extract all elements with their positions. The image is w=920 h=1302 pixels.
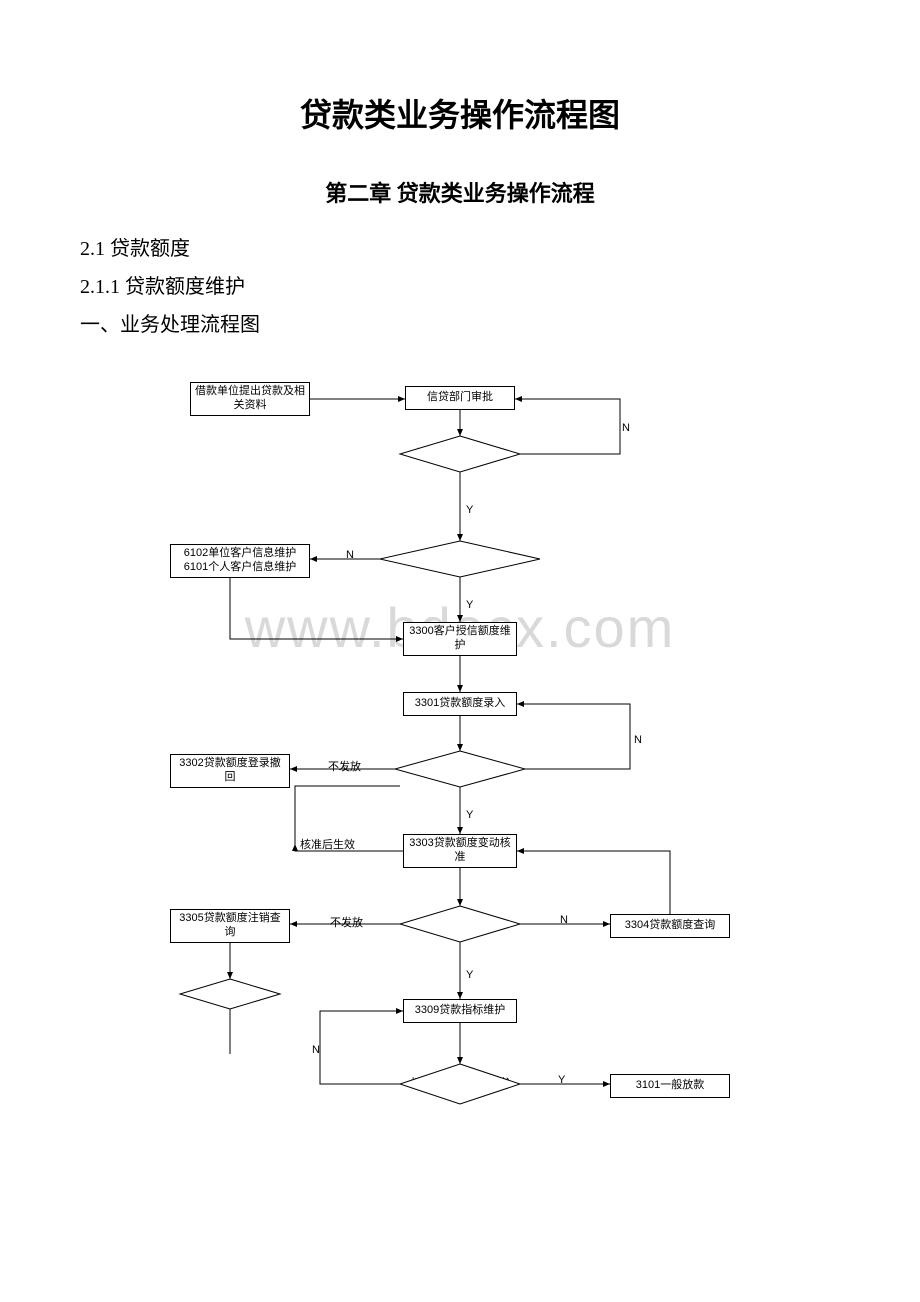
- flowchart: NYNYN不发放Y核准后生效不发放NYNY是否符合授权规定查询是否建立额户信息打…: [150, 374, 750, 1134]
- flow-process: 3302贷款额度登录撤回: [170, 754, 290, 788]
- flow-process: 3303贷款额度变动核准: [403, 834, 517, 868]
- section-flow-heading: 一、业务处理流程图: [80, 306, 840, 344]
- flow-process: 3301贷款额度录入: [403, 692, 517, 716]
- flow-process: 3304贷款额度查询: [610, 914, 730, 938]
- flow-process: 3101一般放款: [610, 1074, 730, 1098]
- flow-process: 3305贷款额度注销查询: [170, 909, 290, 943]
- document-title: 贷款类业务操作流程图: [80, 90, 840, 136]
- chapter-title: 第二章 贷款类业务操作流程: [80, 176, 840, 208]
- document-page: www.bdocx.com 贷款类业务操作流程图 第二章 贷款类业务操作流程 2…: [0, 0, 920, 1174]
- flow-process: 信贷部门审批: [405, 386, 515, 410]
- flow-process: 3309贷款指标维护: [403, 999, 517, 1023]
- section-2-1: 2.1 贷款额度: [80, 230, 840, 268]
- section-2-1-1: 2.1.1 贷款额度维护: [80, 268, 840, 306]
- flow-process: 借款单位提出贷款及相关资料: [190, 382, 310, 416]
- flow-process: 6102单位客户信息维护6101个人客户信息维护: [170, 544, 310, 578]
- flow-process: 3300客户授信额度维护: [403, 622, 517, 656]
